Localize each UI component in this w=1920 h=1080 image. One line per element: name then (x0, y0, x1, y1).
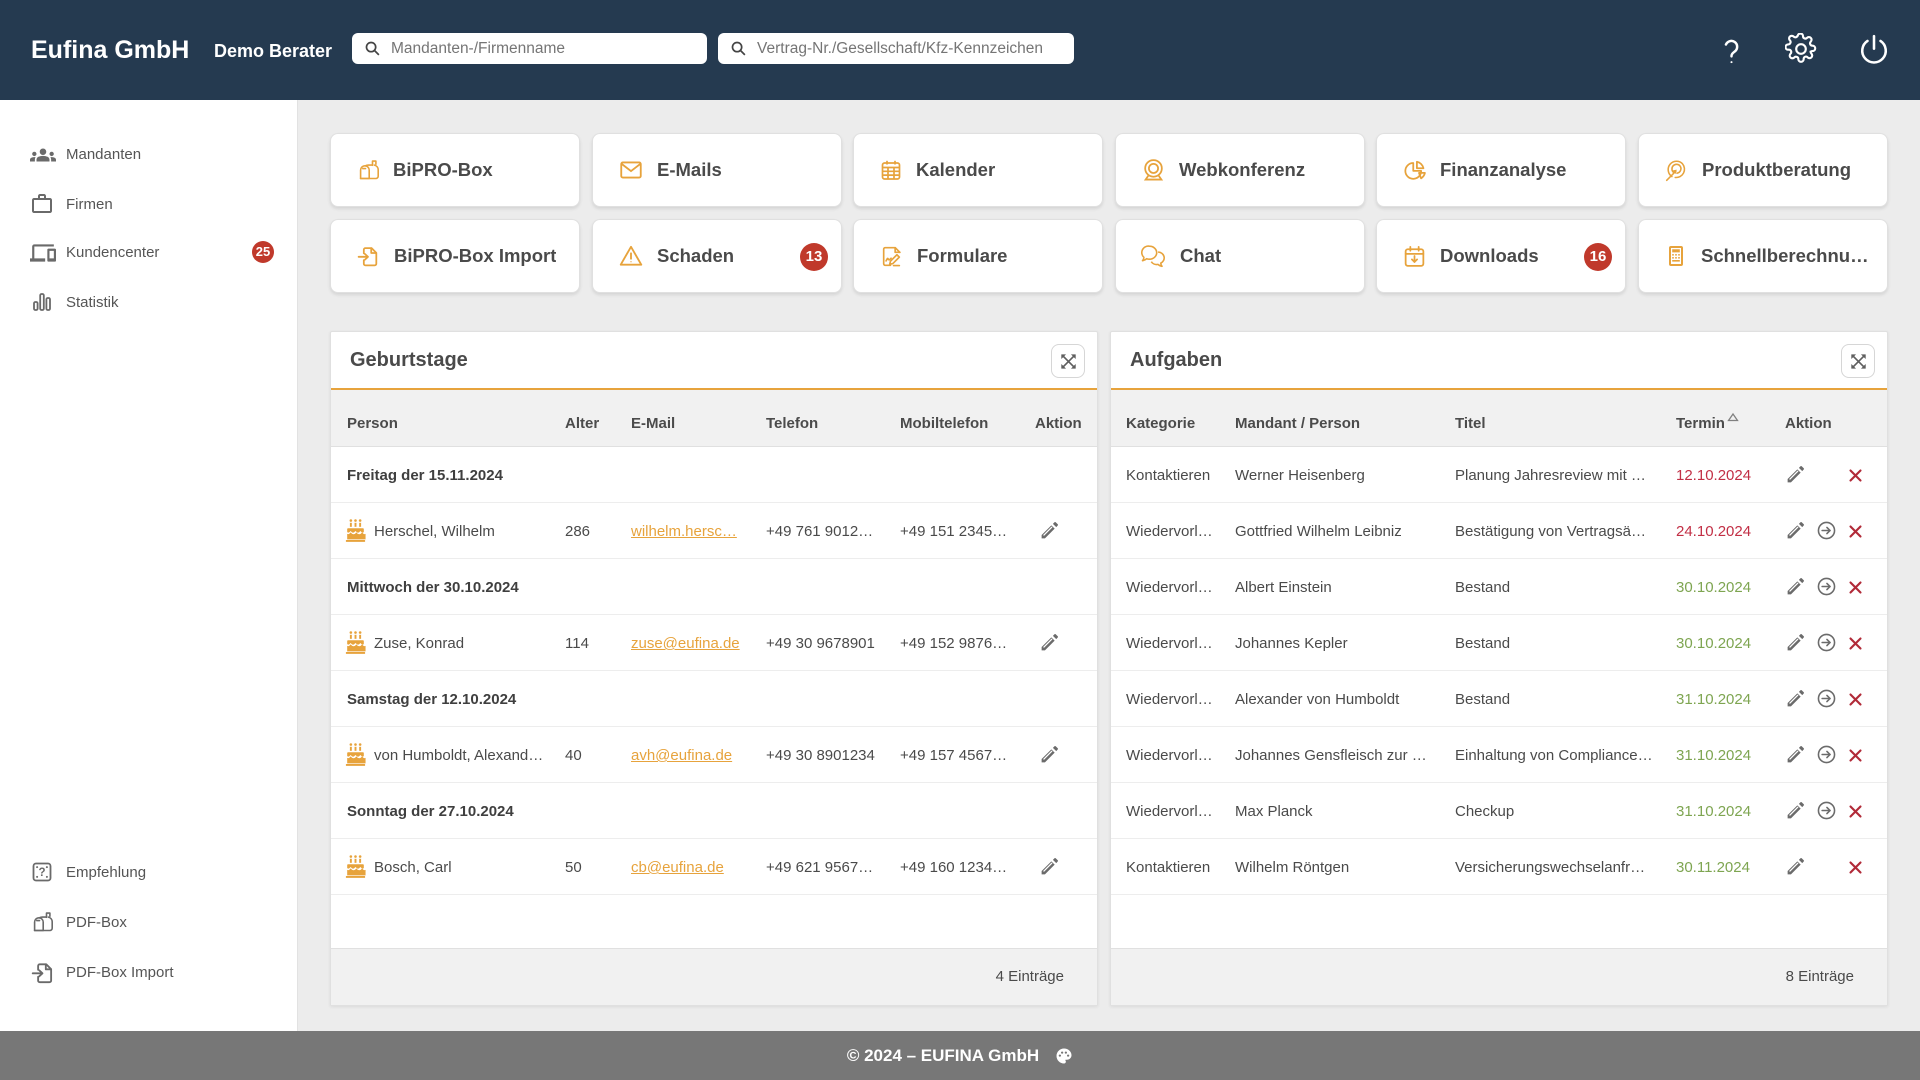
svg-text:?: ? (38, 867, 45, 879)
